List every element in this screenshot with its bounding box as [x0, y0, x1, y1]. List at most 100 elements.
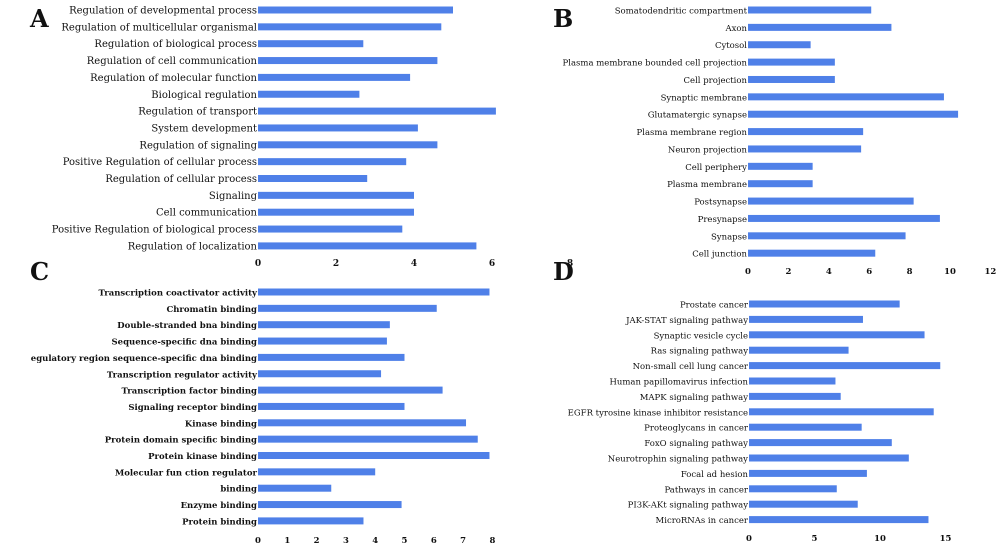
- bar: [749, 500, 858, 508]
- bar: [748, 145, 862, 153]
- category-label: MicroRNAs in cancer: [656, 516, 749, 526]
- bar: [258, 40, 364, 48]
- bar: [749, 454, 909, 462]
- bar: [258, 288, 490, 296]
- bar: [748, 93, 944, 101]
- bar: [258, 484, 332, 492]
- bar: [748, 58, 835, 66]
- category-label: Molecular fun ction regulator: [115, 468, 258, 478]
- x-tick-label: 4: [411, 259, 417, 269]
- bar: [258, 141, 438, 149]
- bar: [258, 158, 407, 166]
- category-label: Signaling receptor binding: [128, 403, 257, 413]
- category-label: Regulation of developmental process: [69, 6, 257, 17]
- bar: [258, 124, 418, 132]
- x-tick-label: 5: [812, 534, 818, 544]
- category-label: Protein binding: [182, 517, 257, 527]
- bar: [749, 408, 934, 416]
- bar: [749, 392, 841, 400]
- category-label: Transcription factor binding: [122, 387, 258, 397]
- category-label: Neuron projection: [668, 145, 748, 155]
- category-label: System development: [151, 123, 257, 134]
- bar: [748, 162, 813, 170]
- bar: [258, 6, 453, 14]
- category-label: Synaptic membrane: [661, 93, 747, 103]
- x-tick-label: 0: [746, 534, 752, 544]
- chart-panel-a: A Regulation of developmental process Regu…: [29, 4, 573, 269]
- panel-label: C: [30, 257, 49, 286]
- x-tick-label: 15: [940, 534, 952, 544]
- bar: [258, 370, 382, 378]
- x-tick-label: 0: [745, 267, 751, 277]
- category-label: Axon: [724, 24, 747, 34]
- category-label: Signaling: [209, 191, 258, 202]
- category-label: Plasma membrane bounded cell projection: [563, 59, 748, 69]
- category-label: Somatodendritic compartment: [615, 7, 748, 17]
- bar: [258, 73, 411, 81]
- category-label: binding: [220, 485, 257, 495]
- x-tick-label: 2: [785, 267, 791, 277]
- bar: [258, 353, 405, 361]
- x-tick-label: 7: [460, 536, 466, 546]
- category-label: Postsynapse: [694, 198, 747, 208]
- category-label: Synapse: [711, 232, 747, 242]
- bar: [749, 331, 925, 339]
- x-tick-label: 0: [255, 259, 261, 269]
- bar: [258, 452, 490, 459]
- bar: [258, 90, 360, 98]
- bar: [258, 517, 364, 525]
- bar: [749, 346, 849, 354]
- chart-panel-c: C Transcription coactivator activity Chrom…: [30, 257, 495, 546]
- x-tick-label: 10: [944, 267, 956, 277]
- bar: [749, 362, 941, 370]
- category-label: EGFR tyrosine kinase inhibitor resistanc…: [568, 408, 748, 418]
- category-label: Regulation of transport: [138, 107, 257, 118]
- category-label: Regulation of localization: [128, 241, 258, 252]
- category-label: Cytosol: [715, 41, 747, 51]
- bar: [258, 175, 368, 182]
- x-tick-label: 4: [826, 267, 832, 277]
- chart-panel-b: B Somatodendritic compartment Axon Cytosol P…: [553, 4, 996, 277]
- category-label: Plasma membrane region: [637, 128, 748, 138]
- category-label: Regulation of cellular process: [105, 174, 257, 185]
- bar: [748, 110, 959, 118]
- category-label: Protein kinase binding: [148, 452, 257, 462]
- x-tick-label: 2: [314, 536, 320, 546]
- x-tick-label: 3: [343, 536, 349, 546]
- category-label: PI3K-AKt signaling pathway: [628, 501, 749, 511]
- category-label: Prostate cancer: [680, 301, 749, 311]
- bar: [258, 386, 443, 394]
- bar: [258, 321, 390, 329]
- category-label: Pathways in cancer: [664, 485, 748, 495]
- bar: [749, 516, 929, 524]
- bar: [749, 423, 862, 431]
- x-tick-label: 6: [489, 259, 495, 269]
- category-label: Non-small cell lung cancer: [633, 362, 749, 372]
- category-label: Presynapse: [698, 215, 747, 225]
- category-label: Human papillomavirus infection: [609, 378, 748, 388]
- x-tick-label: 2: [333, 259, 339, 269]
- category-label: Cell communication: [156, 208, 258, 219]
- category-label: Regulation of multicellular organismal: [61, 22, 257, 33]
- bar: [749, 315, 863, 323]
- chart-panel-d: D Prostate cancer JAK-STAT signaling pathw…: [553, 257, 951, 544]
- category-label: Focal ad hesion: [681, 470, 749, 480]
- bar: [258, 435, 478, 443]
- x-tick-label: 8: [907, 267, 913, 277]
- category-label: Protein domain specific binding: [105, 436, 257, 446]
- bar: [258, 225, 403, 233]
- bar: [749, 300, 900, 308]
- bar: [748, 23, 892, 31]
- category-label: Cell projection: [684, 76, 748, 86]
- category-label: Enzyme binding: [181, 501, 257, 511]
- category-label: Ras signaling pathway: [651, 347, 749, 357]
- x-tick-label: 0: [255, 536, 261, 546]
- bar: [258, 242, 477, 250]
- bar: [258, 107, 496, 115]
- bar: [748, 249, 876, 257]
- category-label: JAK-STAT signaling pathway: [625, 316, 748, 326]
- category-label: Sequence-specific dna binding: [112, 338, 258, 348]
- x-tick-label: 6: [866, 267, 872, 277]
- category-label: Biological regulation: [151, 90, 257, 101]
